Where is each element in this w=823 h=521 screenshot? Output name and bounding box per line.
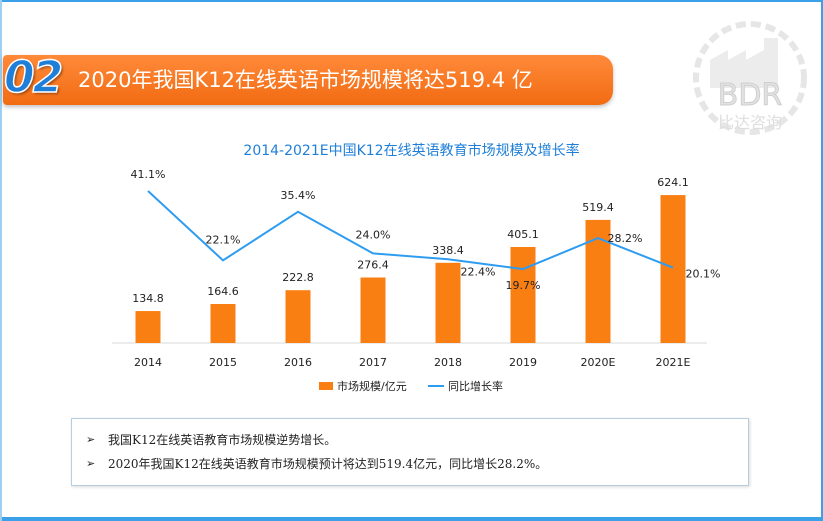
- bar-2015: [210, 303, 236, 343]
- growth-rate-label: 24.0%: [356, 228, 391, 241]
- legend-bar-swatch: [319, 382, 333, 390]
- bar-2016: [285, 290, 311, 343]
- title-banner: [3, 55, 613, 105]
- growth-rate-label: 28.2%: [608, 232, 643, 245]
- frame-left-border: [0, 0, 2, 521]
- bar-value-label: 519.4: [582, 201, 614, 214]
- bar-2019: [510, 246, 536, 343]
- bar-2014: [135, 311, 161, 343]
- bar-2017: [360, 277, 386, 343]
- bar-2018: [435, 262, 461, 343]
- bar-value-label: 338.4: [432, 244, 464, 257]
- bdr-logo: BDR 比达咨询: [693, 21, 807, 135]
- growth-rate-label: 20.1%: [686, 268, 721, 281]
- x-tick-label: 2014: [134, 356, 162, 369]
- bar-value-label: 134.8: [132, 292, 164, 305]
- frame-bottom-border: [0, 517, 823, 521]
- page-title: 2020年我国K12在线英语市场规模将达519.4 亿: [78, 68, 533, 92]
- growth-rate-line: [147, 190, 674, 271]
- growth-rate-label: 22.1%: [206, 233, 241, 246]
- bar-2021E: [660, 195, 686, 343]
- summary-note-1: 我国K12在线英语教育市场规模逆势增长。: [108, 433, 337, 447]
- x-tick-label: 2015: [209, 356, 237, 369]
- frame-right-border: [821, 0, 823, 521]
- bar-value-label: 405.1: [507, 228, 539, 241]
- growth-rate-label: 41.1%: [131, 168, 166, 181]
- logo-text: BDR: [718, 78, 783, 113]
- logo-subtext: 比达咨询: [718, 113, 782, 132]
- bar-value-label: 222.8: [282, 271, 314, 284]
- growth-rate-label: 35.4%: [281, 189, 316, 202]
- x-tick-label: 2019: [509, 356, 537, 369]
- bar-value-label: 164.6: [207, 285, 239, 298]
- summary-note-2: 2020年我国K12在线英语教育市场规模预计将达到519.4亿元，同比增长28.…: [108, 457, 548, 471]
- legend-bar-label: 市场规模/亿元: [337, 379, 407, 393]
- x-tick-label: 2016: [284, 356, 312, 369]
- frame-top-border: [0, 0, 823, 2]
- summary-box: ➢ 我国K12在线英语教育市场规模逆势增长。 ➢ 2020年我国K12在线英语教…: [71, 418, 749, 486]
- growth-rate-label: 19.7%: [506, 279, 541, 292]
- x-tick-label: 2021E: [656, 356, 691, 369]
- bar-value-label: 624.1: [657, 176, 689, 189]
- bar-value-label: 276.4: [357, 258, 389, 271]
- x-tick-label: 2020E: [581, 356, 616, 369]
- bullet-arrow-icon: ➢: [86, 457, 96, 470]
- legend-line-label: 同比增长率: [448, 379, 503, 393]
- x-tick-label: 2017: [359, 356, 387, 369]
- bullet-arrow-icon: ➢: [86, 433, 96, 446]
- section-number: 02: [3, 51, 64, 104]
- chart-title: 2014-2021E中国K12在线英语教育市场规模及增长率: [243, 143, 580, 159]
- growth-rate-label: 22.4%: [461, 265, 496, 278]
- x-tick-label: 2018: [434, 356, 462, 369]
